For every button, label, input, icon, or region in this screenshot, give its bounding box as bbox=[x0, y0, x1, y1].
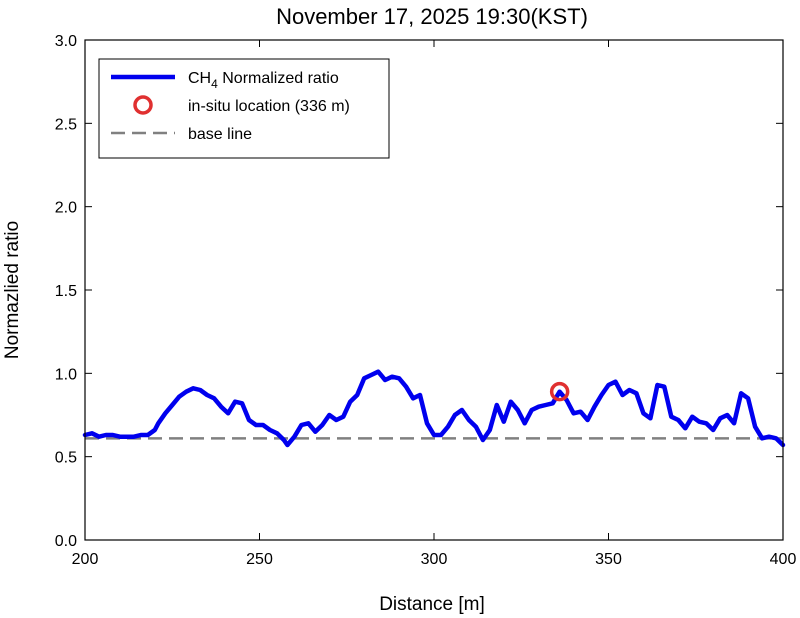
legend-marker-insitu bbox=[133, 95, 153, 115]
legend-label-ch4: CH4 Normalized ratio bbox=[188, 70, 339, 91]
legend-label-ch4-rest: Normalized ratio bbox=[218, 70, 339, 87]
insitu-marker bbox=[549, 381, 570, 402]
legend-label-baseline: base line bbox=[188, 126, 252, 143]
y-tick-label: 1.0 bbox=[55, 366, 77, 383]
y-tick-label: 2.5 bbox=[55, 116, 77, 133]
x-axis: 200 250 300 350 400 bbox=[72, 40, 797, 568]
chart-title: November 17, 2025 19:30(KST) bbox=[276, 4, 588, 29]
y-axis-label: Normazlied ratio bbox=[2, 221, 23, 359]
y-tick-label: 1.5 bbox=[55, 283, 77, 300]
x-tick-label: 400 bbox=[770, 551, 797, 568]
legend: CH4 Normalized ratio in-situ location (3… bbox=[98, 58, 390, 159]
x-tick-label: 300 bbox=[421, 551, 448, 568]
y-tick-label: 0.5 bbox=[55, 450, 77, 467]
legend-label-insitu: in-situ location (336 m) bbox=[188, 98, 350, 115]
y-tick-label: 2.0 bbox=[55, 200, 77, 217]
y-axis: 0.0 0.5 1.0 1.5 2.0 2.5 3.0 bbox=[55, 33, 783, 550]
x-tick-label: 350 bbox=[595, 551, 622, 568]
x-tick-label: 250 bbox=[246, 551, 273, 568]
x-tick-label: 200 bbox=[72, 551, 99, 568]
ch4-series-line bbox=[82, 369, 786, 448]
legend-label-ch4-main: CH bbox=[188, 70, 211, 87]
y-tick-label: 3.0 bbox=[55, 33, 77, 50]
legend-label-ch4-sub: 4 bbox=[211, 77, 218, 91]
x-axis-label: Distance [m] bbox=[379, 594, 485, 615]
y-tick-label: 0.0 bbox=[55, 533, 77, 550]
